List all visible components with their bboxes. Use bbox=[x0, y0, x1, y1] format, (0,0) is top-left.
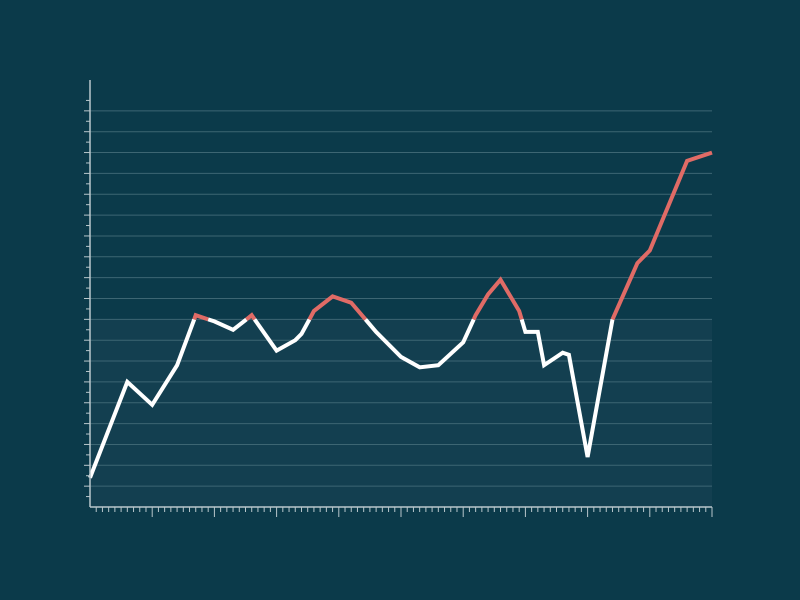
series-segment-above-9 bbox=[610, 150, 713, 321]
series-segment-below-2 bbox=[207, 317, 248, 333]
series-segment-below-8 bbox=[519, 318, 615, 458]
series-segment-above-3 bbox=[245, 312, 257, 321]
series-segment-above-1 bbox=[192, 312, 209, 322]
series-segment-below-0 bbox=[88, 318, 197, 479]
series-segment-above-5 bbox=[307, 294, 368, 321]
axes bbox=[84, 80, 713, 517]
series-segment-above-7 bbox=[471, 276, 524, 321]
series-segment-below-6 bbox=[363, 318, 476, 370]
series-lines bbox=[88, 150, 713, 479]
series-segment-below-4 bbox=[252, 318, 312, 354]
